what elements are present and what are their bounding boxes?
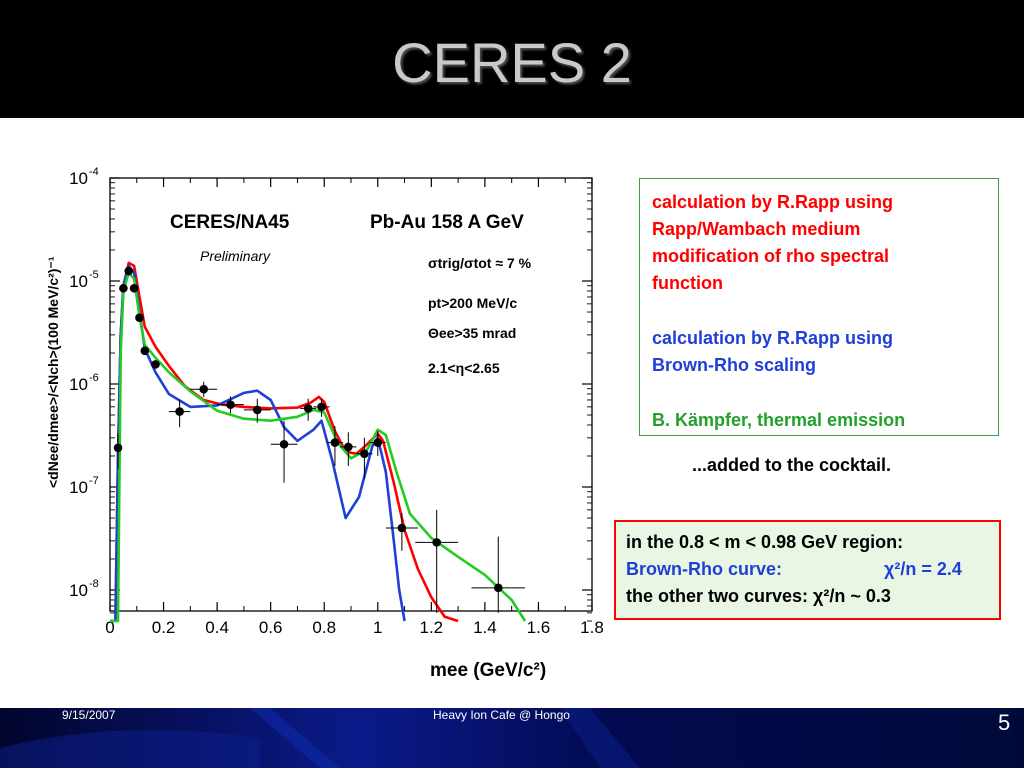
series-line-brown-rho <box>110 264 406 623</box>
model-legend-box: calculation by R.Rapp using Rapp/Wambach… <box>639 178 999 436</box>
data-point <box>279 439 289 449</box>
data-point <box>344 442 353 452</box>
data-point <box>199 384 209 394</box>
x-axis-label: mee (GeV/c²) <box>430 660 546 681</box>
data-point <box>113 443 123 453</box>
model-curves <box>110 261 527 623</box>
footer-bar: 9/15/2007 Heavy Ion Cafe @ Hongo 5 <box>0 708 1024 768</box>
data-point <box>360 449 369 459</box>
kampfer-note: B. Kämpfer, thermal emission <box>652 410 906 430</box>
dilepton-mass-chart: 0 0.2 0.4 0.6 0.8 1 1.2 1.4 1.6 1.810-410-510-610… <box>45 166 604 681</box>
data-point <box>140 346 150 356</box>
footer-title: Heavy Ion Cafe @ Hongo <box>433 708 570 722</box>
page-number: 5 <box>998 710 1011 735</box>
y-tick-exponent: -6 <box>89 372 99 384</box>
note-line: Brown-Rho scaling <box>652 355 817 375</box>
y-tick-label: 10 <box>69 375 88 394</box>
rapp-wambach-note: calculation by R.Rapp using Rapp/Wambach… <box>652 189 986 297</box>
x-tick-label: 0.2 <box>152 618 176 637</box>
note-line: calculation by R.Rapp using <box>652 328 894 348</box>
y-tick-label: 10 <box>69 581 88 600</box>
cut-label: Θee>35 mrad <box>428 325 516 341</box>
data-point <box>129 283 139 293</box>
experiment-label: CERES/NA45 <box>170 212 290 233</box>
x-tick-label: 0.4 <box>205 618 229 637</box>
y-tick-exponent: -4 <box>89 166 99 178</box>
data-point <box>124 266 134 276</box>
data-point <box>432 538 441 547</box>
chi-square-box: in the 0.8 < m < 0.98 GeV region: Brown-… <box>614 520 1001 620</box>
data-point <box>330 438 340 447</box>
data-point <box>226 400 235 409</box>
note-line: modification of rho spectral <box>652 246 890 266</box>
cut-label: σtrig/σtot ≈ 7 % <box>428 255 532 271</box>
x-tick-label: 1.6 <box>527 618 551 637</box>
data-point <box>135 313 144 323</box>
note-line: function <box>652 273 723 293</box>
x-tick-label: 1 <box>373 618 382 637</box>
data-point <box>252 405 262 415</box>
x-tick-label: 1.8 <box>580 618 604 637</box>
y-tick-label: 10 <box>69 478 88 497</box>
series-line-kampfer <box>110 271 527 623</box>
footer-decoration <box>0 708 640 768</box>
cut-label: 2.1<η<2.65 <box>428 360 500 376</box>
title-bar: CERES 2 <box>0 0 1024 118</box>
axis-ticks: 0 0.2 0.4 0.6 0.8 1 1.2 1.4 1.6 1.810-410-510-610… <box>69 166 604 637</box>
data-point <box>397 523 407 533</box>
x-tick-label: 1.4 <box>473 618 497 637</box>
chi-line-1: in the 0.8 < m < 0.98 GeV region: <box>626 532 904 552</box>
data-point <box>119 283 128 293</box>
cut-label: pt>200 MeV/c <box>428 295 517 311</box>
series-line-rapp-wambach <box>110 261 459 623</box>
slide-title: CERES 2 <box>392 31 632 94</box>
chi-line-3: the other two curves: χ²/n ~ 0.3 <box>626 586 891 606</box>
y-tick-label: 10 <box>69 272 88 291</box>
y-tick-exponent: -8 <box>89 578 99 590</box>
note-line: calculation by R.Rapp using <box>652 192 894 212</box>
data-points <box>113 266 526 613</box>
y-tick-exponent: -5 <box>89 269 99 281</box>
brown-rho-chi: χ²/n = 2.4 <box>884 559 962 579</box>
plot-frame <box>109 177 593 612</box>
brown-rho-note: calculation by R.Rapp using Brown-Rho sc… <box>652 325 986 379</box>
x-tick-label: 0.6 <box>259 618 283 637</box>
data-point <box>303 404 313 413</box>
cocktail-note: ...added to the cocktail. <box>692 455 892 475</box>
system-label: Pb-Au 158 A GeV <box>370 212 524 233</box>
brown-rho-label: Brown-Rho curve: <box>626 559 783 579</box>
x-tick-label: 1.2 <box>420 618 444 637</box>
y-axis-label: <dNee/dmee>/<Nch>(100 MeV/c²)⁻¹ <box>45 256 61 488</box>
preliminary-label: Preliminary <box>200 248 271 264</box>
footer-date: 9/15/2007 <box>62 708 116 722</box>
data-point <box>373 438 383 447</box>
x-tick-label: 0.8 <box>312 618 336 637</box>
data-point <box>317 402 326 412</box>
data-point <box>151 360 160 369</box>
chi-line-2: Brown-Rho curve: χ²/n = 2.4 <box>626 556 989 583</box>
note-line: Rapp/Wambach medium <box>652 219 861 239</box>
data-point <box>175 407 184 416</box>
y-tick-exponent: -7 <box>89 475 99 487</box>
x-tick-label: 0 <box>105 618 114 637</box>
data-point <box>493 583 503 593</box>
y-tick-label: 10 <box>69 169 88 188</box>
